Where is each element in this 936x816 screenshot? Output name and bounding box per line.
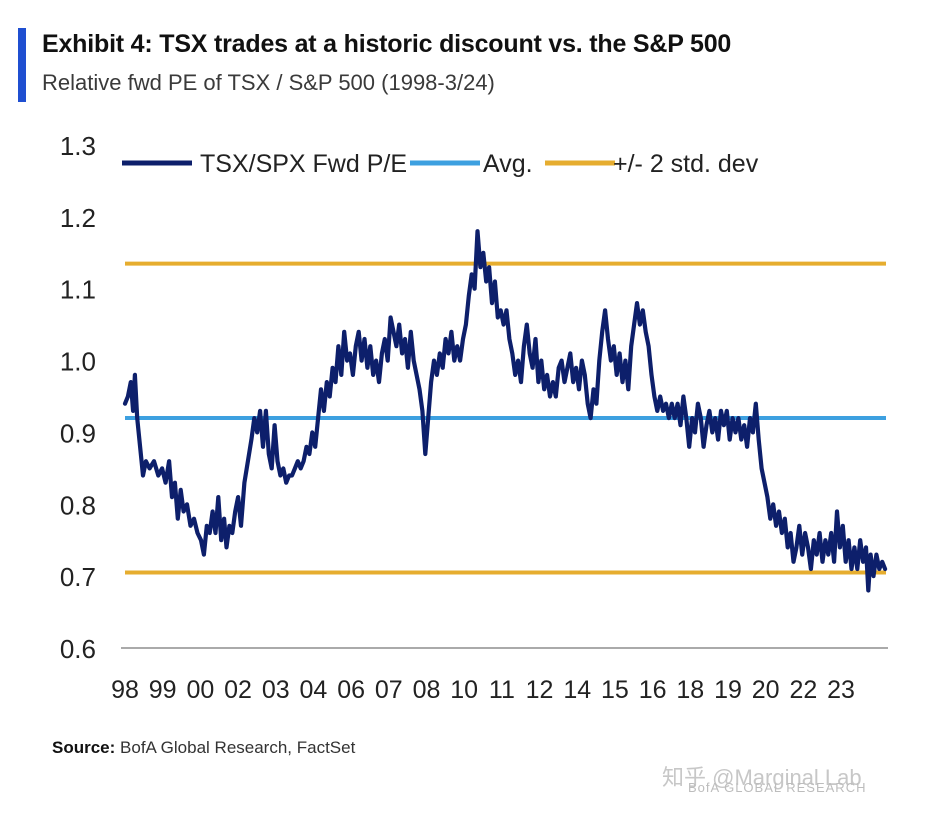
x-tick-label: 18 <box>676 676 704 704</box>
title-accent-bar <box>18 28 26 102</box>
legend-label-avg: Avg. <box>483 150 533 178</box>
y-tick-label: 0.9 <box>60 418 96 448</box>
x-tick-label: 19 <box>714 676 742 704</box>
y-tick-label: 0.7 <box>60 562 96 592</box>
source-text: BofA Global Research, FactSet <box>120 738 356 757</box>
y-tick-label: 0.8 <box>60 490 96 520</box>
x-tick-label: 23 <box>827 676 855 704</box>
x-tick-label: 08 <box>413 676 441 704</box>
y-tick-label: 1.0 <box>60 347 96 377</box>
chart-subtitle: Relative fwd PE of TSX / S&P 500 (1998-3… <box>42 70 495 95</box>
x-tick-label: 00 <box>186 676 214 704</box>
y-tick-label: 1.1 <box>60 275 96 305</box>
x-tick-label: 10 <box>450 676 478 704</box>
x-tick-label: 22 <box>789 676 817 704</box>
x-tick-label: 06 <box>337 676 365 704</box>
series-group <box>122 229 888 593</box>
x-tick-label: 98 <box>111 676 139 704</box>
y-axis: 0.6 0.7 0.8 0.9 1.0 1.1 1.2 1.3 <box>60 131 96 664</box>
x-tick-label: 07 <box>375 676 403 704</box>
y-tick-label: 1.3 <box>60 131 96 161</box>
x-tick-label: 15 <box>601 676 629 704</box>
source-label: Source: <box>52 738 116 757</box>
series-line-tsx-spx <box>122 229 888 593</box>
watermark: 知乎 @Marginal Lab <box>662 765 862 790</box>
legend-label-series: TSX/SPX Fwd P/E <box>200 150 407 178</box>
x-tick-label: 11 <box>489 676 515 704</box>
x-axis: 98 99 00 02 03 04 06 07 08 10 11 12 14 15 16 18 19 20 22 23 <box>111 647 888 704</box>
x-tick-label: 16 <box>639 676 667 704</box>
y-tick-label: 1.2 <box>60 203 96 233</box>
x-tick-label: 04 <box>300 676 328 704</box>
chart-title: Exhibit 4: TSX trades at a historic disc… <box>42 30 732 58</box>
reference-lines <box>125 261 886 575</box>
x-tick-label: 99 <box>149 676 177 704</box>
chart-legend: TSX/SPX Fwd P/E Avg. +/- 2 std. dev <box>122 150 759 178</box>
legend-label-band: +/- 2 std. dev <box>613 150 759 178</box>
source-note: Source: BofA Global Research, FactSet <box>52 738 355 758</box>
footer-brand: BofA GLOBAL RESEARCH <box>688 780 867 795</box>
y-tick-label: 0.6 <box>60 634 96 664</box>
x-tick-label: 03 <box>262 676 290 704</box>
x-tick-label: 02 <box>224 676 252 704</box>
x-tick-label: 20 <box>752 676 780 704</box>
x-tick-label: 14 <box>563 676 591 704</box>
x-tick-label: 12 <box>526 676 554 704</box>
